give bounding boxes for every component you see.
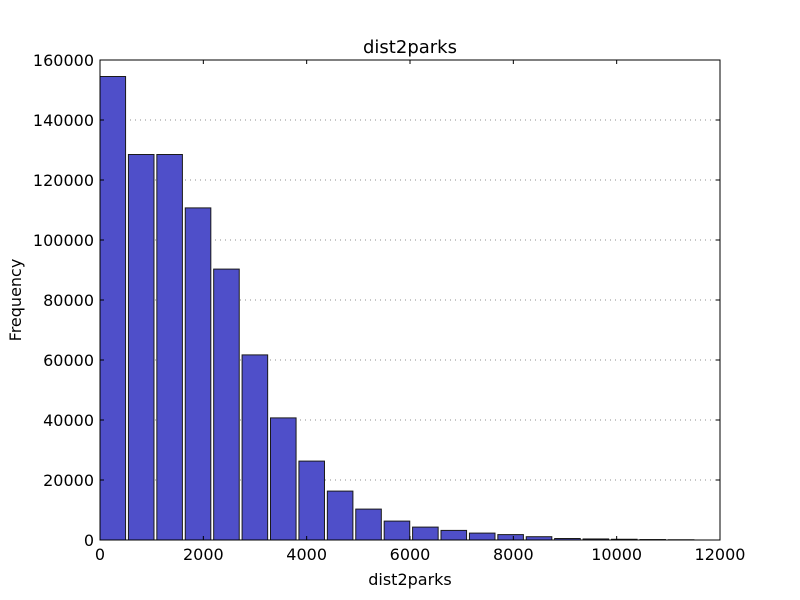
y-axis-label: Frequency: [6, 259, 25, 342]
histogram-bar: [497, 534, 524, 541]
histogram-bar: [440, 529, 468, 541]
x-tick-label: 12000: [695, 545, 746, 564]
y-tick-label: 0: [84, 531, 94, 550]
y-tick-label: 60000: [43, 351, 94, 370]
histogram-bar: [213, 268, 240, 541]
histogram-bar: [326, 490, 354, 541]
histogram-bar: [184, 207, 212, 541]
histogram-bar: [355, 508, 382, 541]
y-tick-label: 80000: [43, 291, 94, 310]
x-tick-label: 8000: [493, 545, 534, 564]
x-tick-label: 10000: [591, 545, 642, 564]
histogram-bar: [468, 532, 496, 541]
y-tick-label: 100000: [33, 231, 94, 250]
histogram-bar: [127, 154, 155, 541]
axis-ticks: 0200004000060000800001000001200001400001…: [33, 51, 746, 564]
y-tick-label: 160000: [33, 51, 94, 70]
histogram-bar: [99, 76, 127, 541]
bars: [99, 76, 695, 541]
x-tick-label: 2000: [183, 545, 224, 564]
y-tick-label: 20000: [43, 471, 94, 490]
chart-title: dist2parks: [363, 37, 457, 58]
x-tick-label: 4000: [286, 545, 327, 564]
x-tick-label: 0: [95, 545, 105, 564]
histogram-bar: [156, 154, 183, 541]
y-tick-label: 40000: [43, 411, 94, 430]
x-tick-label: 6000: [390, 545, 431, 564]
histogram-bar: [383, 520, 411, 541]
histogram-bar: [298, 460, 325, 541]
histogram-bar: [241, 354, 269, 541]
x-axis-label: dist2parks: [368, 570, 452, 589]
gridlines: [100, 119, 720, 481]
histogram-bar: [412, 526, 439, 541]
histogram-bar: [270, 417, 297, 541]
y-tick-label: 140000: [33, 111, 94, 130]
y-tick-label: 120000: [33, 171, 94, 190]
